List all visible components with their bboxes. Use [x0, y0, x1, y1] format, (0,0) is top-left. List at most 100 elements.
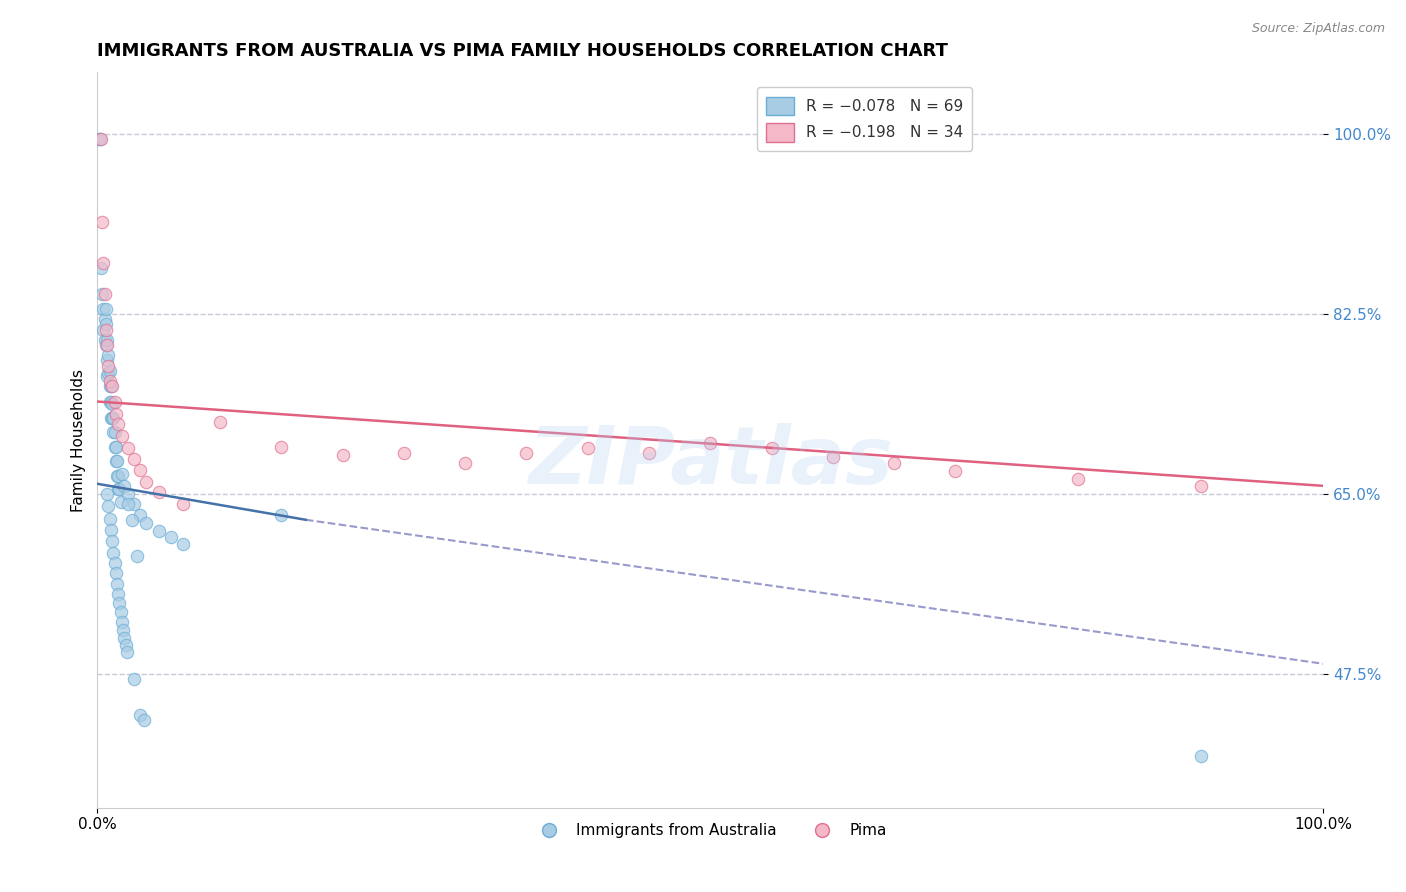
Point [104, 440, 127, 454]
Point [638, 446, 661, 460]
Point [114, 638, 136, 652]
Point [87, 132, 110, 146]
Point [883, 456, 905, 470]
Point [93, 322, 115, 336]
Point [101, 411, 124, 425]
Point [89, 132, 111, 146]
Point [172, 537, 194, 551]
Point [110, 495, 132, 509]
Point [98, 512, 121, 526]
Point [112, 631, 135, 645]
Point [90, 260, 112, 275]
Point [821, 450, 844, 464]
Point [103, 440, 125, 454]
Point [91, 214, 114, 228]
Point [103, 394, 125, 409]
Point [108, 596, 131, 610]
Point [97, 359, 120, 373]
Point [160, 530, 183, 544]
Point [107, 482, 129, 496]
Point [1189, 749, 1212, 764]
Point [129, 708, 152, 723]
Point [117, 441, 139, 455]
Text: Source: ZipAtlas.com: Source: ZipAtlas.com [1251, 22, 1385, 36]
Point [96, 338, 118, 352]
Point [117, 497, 139, 511]
Point [103, 425, 125, 440]
Point [105, 454, 128, 468]
Point [103, 411, 125, 425]
Point [91, 286, 114, 301]
Point [98, 374, 121, 388]
Point [101, 396, 124, 410]
Point [332, 448, 354, 462]
Point [94, 322, 117, 336]
Point [101, 534, 124, 549]
Point [93, 255, 115, 269]
Point [111, 429, 134, 443]
Point [122, 452, 145, 467]
Point [100, 379, 122, 393]
Point [94, 338, 117, 352]
Point [100, 394, 122, 409]
Point [122, 497, 145, 511]
Point [93, 301, 115, 316]
Point [110, 605, 132, 619]
Point [101, 379, 124, 393]
Point [97, 348, 120, 362]
Point [135, 516, 157, 530]
Point [96, 353, 118, 368]
Point [103, 546, 125, 560]
Point [94, 318, 117, 332]
Y-axis label: Family Households: Family Households [72, 368, 86, 512]
Point [945, 465, 967, 479]
Point [104, 454, 127, 468]
Point [100, 523, 122, 537]
Point [122, 672, 145, 686]
Point [93, 286, 115, 301]
Point [132, 714, 155, 728]
Point [103, 556, 125, 570]
Point [93, 312, 115, 326]
Point [103, 425, 125, 440]
Point [96, 333, 118, 347]
Point [96, 487, 118, 501]
Point [135, 475, 157, 489]
Point [392, 446, 415, 460]
Point [699, 435, 721, 450]
Point [121, 513, 143, 527]
Point [97, 500, 120, 514]
Point [270, 440, 292, 454]
Point [115, 645, 138, 659]
Point [111, 467, 134, 481]
Point [104, 566, 127, 581]
Point [1067, 472, 1090, 486]
Point [515, 446, 537, 460]
Point [98, 379, 121, 393]
Point [104, 407, 127, 421]
Point [105, 468, 128, 483]
Point [111, 615, 134, 629]
Point [112, 479, 135, 493]
Point [107, 587, 129, 601]
Point [93, 333, 115, 347]
Point [108, 482, 131, 496]
Point [148, 524, 170, 538]
Point [98, 364, 121, 378]
Point [96, 368, 118, 383]
Text: ZIPatlas: ZIPatlas [527, 423, 893, 501]
Point [129, 508, 152, 522]
Point [454, 456, 477, 470]
Point [1189, 479, 1212, 493]
Point [117, 487, 139, 501]
Point [270, 508, 292, 522]
Point [98, 394, 121, 409]
Point [576, 441, 599, 455]
Text: IMMIGRANTS FROM AUSTRALIA VS PIMA FAMILY HOUSEHOLDS CORRELATION CHART: IMMIGRANTS FROM AUSTRALIA VS PIMA FAMILY… [97, 42, 948, 60]
Point [129, 463, 152, 477]
Point [94, 301, 117, 316]
Point [148, 485, 170, 500]
Legend: Immigrants from Australia, Pima: Immigrants from Australia, Pima [527, 817, 893, 844]
Point [208, 415, 231, 429]
Point [97, 366, 120, 380]
